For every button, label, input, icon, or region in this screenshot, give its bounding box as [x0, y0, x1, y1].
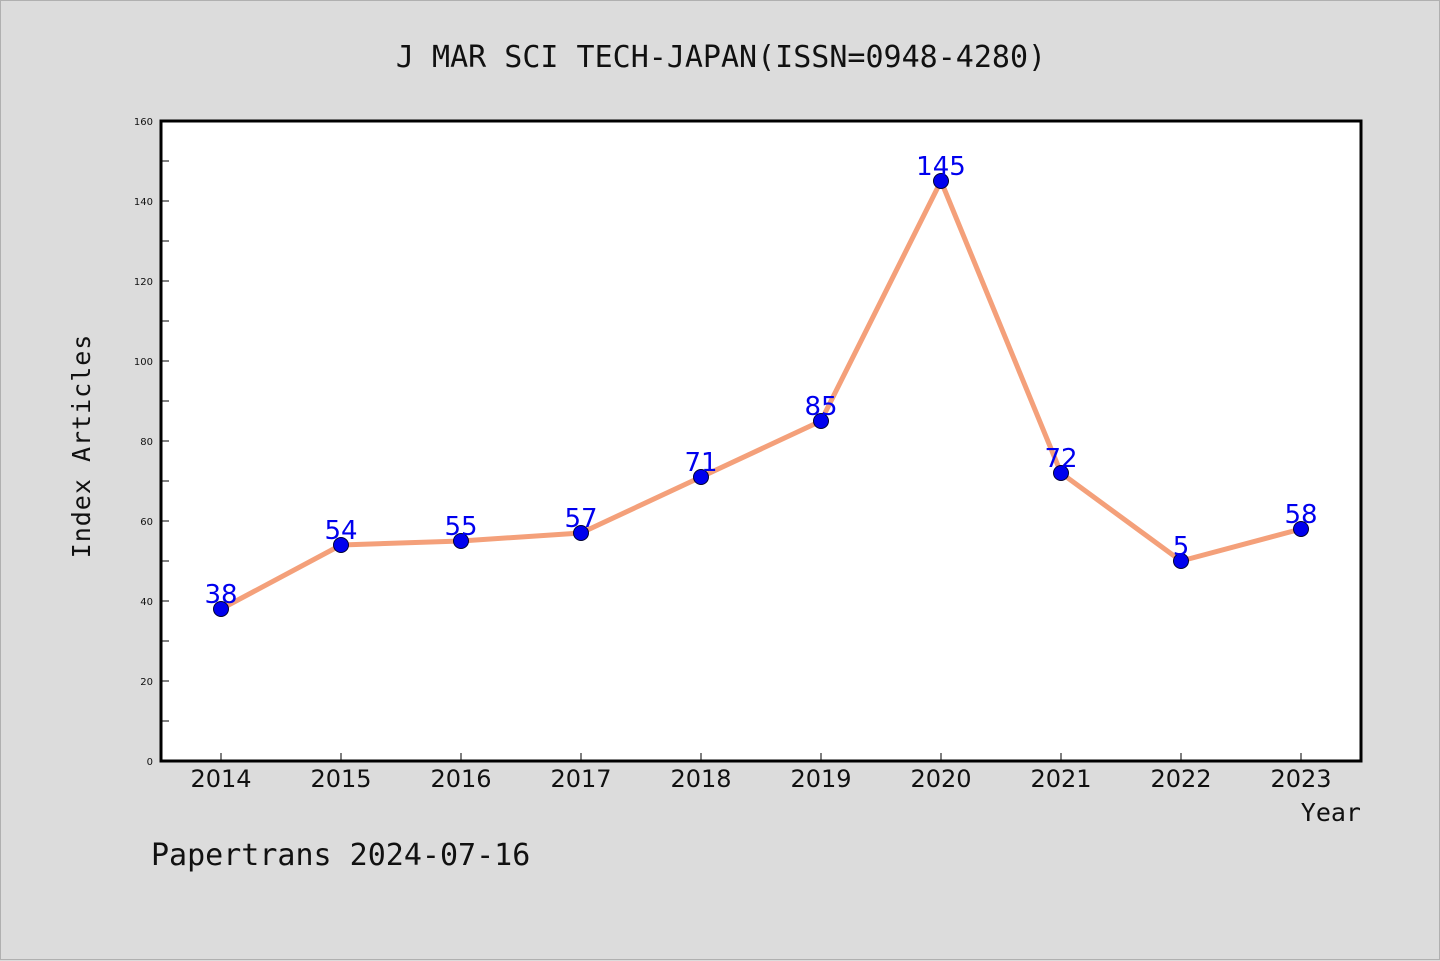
y-tick-label: 140: [134, 197, 153, 208]
data-label: 54: [324, 516, 357, 546]
series-line: [218, 178, 1304, 612]
data-label: 72: [1044, 444, 1077, 474]
x-tick-label: 2014: [190, 765, 251, 793]
series-layer: 38 54 55 57 71 85 145 72 5 58: [204, 152, 1318, 617]
data-point: [1173, 553, 1189, 569]
x-tick-label: 2018: [670, 765, 731, 793]
x-tick-label: 2023: [1270, 765, 1331, 793]
y-tick-label: 40: [140, 597, 153, 608]
x-tick-label: 2021: [1030, 765, 1091, 793]
data-point: [693, 469, 709, 485]
data-point: [1053, 465, 1069, 481]
data-label: 57: [564, 504, 597, 534]
x-axis-label: Year: [1301, 798, 1361, 827]
data-point: [453, 533, 469, 549]
x-tick-label: 2019: [790, 765, 851, 793]
data-label: 38: [204, 580, 237, 610]
data-label: 85: [804, 392, 837, 422]
plot-area: [159, 119, 1363, 763]
data-point: [333, 537, 349, 553]
y-tick-label: 20: [140, 677, 153, 688]
x-axis: 2014 2015 2016 2017 2018 2019 2020 2021 2022 2023: [190, 753, 1332, 793]
data-point: [813, 413, 829, 429]
y-tick-label: 0: [147, 757, 153, 768]
data-label: 55: [444, 512, 477, 542]
x-tick-label: 2020: [910, 765, 971, 793]
chart-title: J MAR SCI TECH-JAPAN(ISSN=0948-4280): [396, 40, 1046, 75]
y-axis-label: Index Articles: [67, 334, 96, 559]
data-label: 145: [916, 152, 966, 182]
y-axis: 0 20 40 60 80 100 120 140 160: [134, 117, 169, 768]
data-label: 5: [1173, 532, 1190, 562]
data-point: [573, 525, 589, 541]
data-point: [213, 601, 229, 617]
data-point: [933, 173, 949, 189]
data-label: 71: [684, 448, 717, 478]
x-tick-label: 2016: [430, 765, 491, 793]
x-tick-label: 2017: [550, 765, 611, 793]
y-tick-label: 80: [140, 437, 153, 448]
y-tick-label: 120: [134, 277, 153, 288]
x-tick-label: 2015: [310, 765, 371, 793]
x-tick-label: 2022: [1150, 765, 1211, 793]
data-label: 58: [1284, 500, 1317, 530]
y-tick-label: 60: [140, 517, 153, 528]
y-tick-label: 160: [134, 117, 153, 128]
data-point: [1293, 521, 1309, 537]
y-tick-label: 100: [134, 357, 153, 368]
footer-text: Papertrans 2024-07-16: [151, 838, 530, 873]
